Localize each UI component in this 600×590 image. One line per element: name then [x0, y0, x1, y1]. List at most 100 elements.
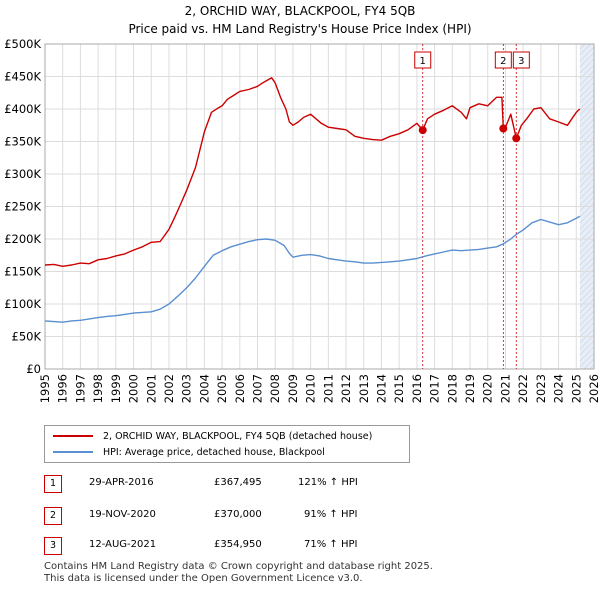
forecast-hatch [589, 364, 595, 370]
forecast-hatch [579, 160, 595, 176]
x-tick-label: 2014 [374, 374, 388, 403]
forecast-hatch [579, 112, 595, 128]
x-tick-label: 2000 [127, 374, 141, 403]
legend: 2, ORCHID WAY, BLACKPOOL, FY4 5QB (detac… [44, 425, 410, 463]
legend-swatch-hpi [53, 451, 93, 453]
transaction-price: £354,950 [214, 539, 262, 550]
forecast-hatch [579, 196, 595, 212]
x-tick-label: 2007 [251, 374, 265, 403]
x-tick-label: 2006 [233, 374, 247, 403]
x-tick-label: 2015 [392, 374, 406, 403]
legend-item-property: 2, ORCHID WAY, BLACKPOOL, FY4 5QB (detac… [53, 429, 372, 443]
forecast-hatch [579, 82, 595, 98]
price-chart: £0 £50K £100K £150K £200K £250K £300K £350K £400… [4, 37, 600, 403]
forecast-hatch [579, 274, 595, 290]
x-tick-label: 2004 [197, 374, 211, 403]
transaction-hpi: 71% ↑ HPI [304, 539, 358, 550]
x-tick-label: 2002 [162, 374, 176, 403]
x-tick-label: 2016 [410, 374, 424, 403]
x-tick-label: 2020 [481, 374, 495, 403]
y-tick-label: £350K [4, 135, 41, 149]
forecast-hatch [579, 88, 595, 104]
hpi-line [44, 215, 581, 323]
forecast-hatch [579, 292, 595, 308]
transaction-hpi: 121% ↑ HPI [298, 477, 358, 488]
forecast-hatch [579, 154, 595, 170]
transaction-marker [418, 126, 427, 135]
forecast-hatch [579, 340, 595, 356]
transaction-date: 12-AUG-2021 [89, 539, 157, 550]
forecast-hatch [579, 172, 595, 188]
forecast-hatch [579, 310, 595, 326]
forecast-hatch [579, 178, 595, 194]
transaction-number-badge: 2 [44, 507, 62, 525]
x-tick-label: 2025 [569, 374, 583, 403]
transaction-price: £367,495 [214, 477, 262, 488]
x-tick-label: 2022 [516, 374, 530, 403]
x-tick-label: 2001 [144, 374, 158, 403]
forecast-hatch [579, 130, 595, 146]
chart-title: 2, ORCHID WAY, BLACKPOOL, FY4 5QB [184, 4, 416, 18]
forecast-hatch [579, 43, 586, 50]
forecast-hatch [579, 286, 595, 302]
x-tick-label: 1999 [109, 374, 123, 403]
y-tick-label: £100K [4, 297, 41, 311]
legend-item-hpi: HPI: Average price, detached house, Blac… [53, 445, 325, 459]
x-tick-label: 2003 [180, 374, 194, 403]
forecast-hatch [579, 52, 595, 68]
forecast-hatch [579, 214, 595, 230]
forecast-hatch [579, 262, 595, 278]
y-tick-label: £150K [4, 265, 41, 279]
y-tick-label: £300K [4, 167, 41, 181]
forecast-hatch [579, 184, 595, 200]
forecast-hatch [579, 220, 595, 236]
x-tick-label: 2010 [304, 374, 318, 403]
footer-copyright: Contains HM Land Registry data © Crown c… [44, 561, 433, 572]
forecast-hatch [579, 352, 595, 368]
x-tick-label: 1995 [38, 374, 52, 403]
x-tick-label: 2013 [357, 374, 371, 403]
transaction-date: 19-NOV-2020 [89, 509, 156, 520]
x-tick-label: 1997 [73, 374, 87, 403]
y-tick-label: £450K [4, 70, 41, 84]
plot-border [44, 43, 595, 370]
forecast-hatch [579, 46, 595, 62]
transaction-label: 1 [420, 56, 426, 67]
forecast-hatch [579, 298, 595, 314]
forecast-hatch [579, 316, 595, 332]
table-row: 3 12-AUG-2021 £354,950 71% ↑ HPI [44, 537, 464, 555]
transaction-label-box [494, 51, 512, 69]
forecast-hatch [579, 280, 595, 296]
transaction-marker [512, 134, 521, 143]
table-row: 2 19-NOV-2020 £370,000 91% ↑ HPI [44, 507, 464, 525]
transaction-label-box [512, 51, 530, 69]
footer-licence: This data is licensed under the Open Gov… [44, 573, 363, 584]
forecast-hatch [579, 202, 595, 218]
x-tick-label: 2017 [428, 374, 442, 403]
forecast-hatch [579, 142, 595, 158]
y-tick-label: £200K [4, 232, 41, 246]
forecast-hatch [579, 124, 595, 140]
y-tick-label: £400K [4, 102, 41, 116]
transaction-number-badge: 3 [44, 537, 62, 555]
x-tick-label: 1998 [91, 374, 105, 403]
forecast-hatch [579, 238, 595, 254]
transaction-label: 2 [500, 56, 506, 67]
y-tick-label: £0 [26, 362, 41, 376]
transaction-label: 3 [518, 56, 524, 67]
forecast-hatch [579, 346, 595, 362]
forecast-hatch [579, 208, 595, 224]
x-tick-label: 2024 [552, 374, 566, 403]
forecast-hatch [583, 358, 595, 370]
x-tick-label: 2018 [445, 374, 459, 403]
transaction-date: 29-APR-2016 [89, 477, 154, 488]
forecast-hatch [579, 136, 595, 152]
forecast-hatch [579, 70, 595, 86]
forecast-hatch [579, 244, 595, 260]
x-tick-label: 2019 [463, 374, 477, 403]
forecast-hatch [579, 148, 595, 164]
x-tick-label: 2023 [534, 374, 548, 403]
x-tick-label: 2005 [215, 374, 229, 403]
legend-label-hpi: HPI: Average price, detached house, Blac… [103, 446, 325, 458]
forecast-hatch [579, 322, 595, 338]
